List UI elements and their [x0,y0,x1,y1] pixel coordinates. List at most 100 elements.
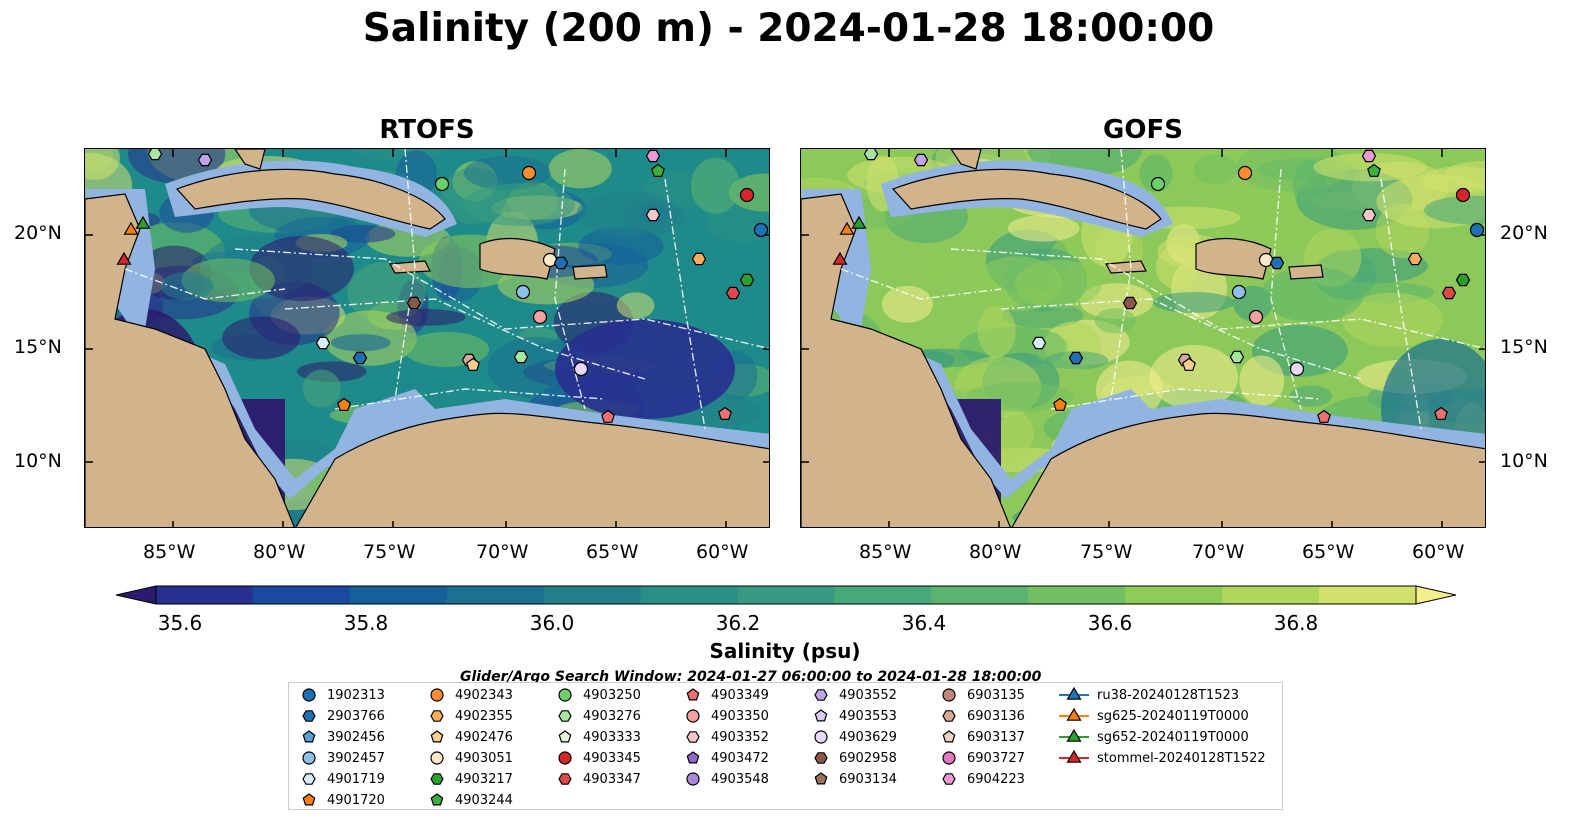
legend-label: 4903552 [839,687,897,703]
lon-label: 85°W [143,541,196,563]
triangle-icon [1059,750,1089,763]
legend-label: 4903350 [711,708,769,724]
legend-entry: 4902355 [427,708,513,724]
legend-marker [814,730,828,744]
panel-title-rtofs: RTOFS [379,115,475,145]
map-rtofs [84,148,770,528]
hexagon-icon [430,710,444,722]
lon-label: 65°W [586,541,639,563]
legend-entry: 6902958 [811,750,897,766]
pentagon-icon [302,730,316,743]
legend-entry: sg625-20240119T0000 [1059,708,1249,724]
legend-entry: sg652-20240119T0000 [1059,729,1249,745]
float-marker [832,251,848,265]
legend-marker [814,709,828,722]
float-marker [739,187,755,203]
legend-marker [558,730,572,743]
legend-marker [686,731,700,743]
float-marker [1434,406,1448,420]
legend-marker [1066,708,1082,721]
float-marker [1053,397,1067,411]
float-marker [116,251,132,265]
legend-marker [430,730,444,743]
float-marker [1231,284,1247,300]
triangle-icon [1059,708,1089,721]
colorbar-tick: 36.0 [529,611,575,635]
legend-entry: 4903051 [427,750,513,766]
legend-entry: 4902476 [427,729,513,745]
triangle-icon [1059,729,1089,742]
lon-label: 70°W [1192,541,1245,563]
legend-entry: 4903333 [555,729,641,745]
float-marker [691,252,707,266]
legend-label: 4903250 [583,687,641,703]
legend: 1902313 2903766 3902456 3902457 4901719 49017… [288,682,1283,810]
legend-marker [302,773,316,785]
legend-entry: 4903276 [555,708,641,724]
legend-label: sg652-20240119T0000 [1097,729,1249,745]
legend-marker [942,688,956,702]
circle-icon [430,688,444,702]
lat-label-left: 20°N [14,222,62,244]
legend-entry: 4903345 [555,750,641,766]
circle-icon [814,730,828,744]
legend-entry: 3902457 [299,750,385,766]
lon-label: 85°W [859,541,912,563]
legend-marker [430,751,444,765]
float-marker [542,252,558,268]
legend-entry: 4903552 [811,687,897,703]
lat-label-right: 10°N [1500,450,1548,472]
circle-icon [942,688,956,702]
legend-label: 4902355 [455,708,513,724]
legend-marker [814,689,828,701]
legend-label: 4903345 [583,750,641,766]
float-marker [337,397,351,411]
float-marker [839,221,855,235]
lat-label-right: 20°N [1500,222,1548,244]
pentagon-icon [430,730,444,743]
pentagon-icon [430,793,444,806]
float-marker [651,163,665,177]
float-marker [1455,273,1471,287]
float-marker [553,256,569,270]
legend-label: 6903727 [967,750,1025,766]
float-marker [573,361,589,377]
legend-entry: 6904223 [939,771,1025,787]
legend-entry: 6903727 [939,750,1025,766]
legend-entry: ru38-20240128T1523 [1059,687,1239,703]
map-gofs [800,148,1486,528]
legend-entry: 4903472 [683,750,769,766]
hexagon-icon [814,752,828,764]
legend-entry: 4903352 [683,729,769,745]
float-marker [1122,296,1138,310]
legend-marker [686,751,700,764]
legend-marker [430,688,444,702]
float-marker [406,296,422,310]
legend-label: 4903051 [455,750,513,766]
legend-entry: 6903134 [811,771,897,787]
legend-marker [302,730,316,743]
legend-label: 4903548 [711,771,769,787]
lon-label: 70°W [476,541,529,563]
colorbar [116,585,1456,605]
legend-marker [558,688,572,702]
float-marker [1182,357,1196,371]
legend-label: 4901720 [327,792,385,808]
float-marker [521,165,537,181]
legend-entry: 1902313 [299,687,385,703]
float-marker [1361,208,1377,222]
pentagon-icon [814,709,828,722]
float-marker [913,153,929,167]
legend-marker [1066,729,1082,742]
legend-marker [942,710,956,722]
pentagon-icon [942,730,956,743]
legend-label: stommel-20240128T1522 [1097,750,1266,766]
legend-label: 4903217 [455,771,513,787]
legend-label: 6903135 [967,687,1025,703]
hexagon-icon [942,773,956,785]
colorbar-tick: 35.6 [157,611,203,635]
float-marker [1361,149,1377,163]
float-marker [1237,165,1253,181]
legend-entry: 4902343 [427,687,513,703]
legend-entry: 4903553 [811,708,897,724]
